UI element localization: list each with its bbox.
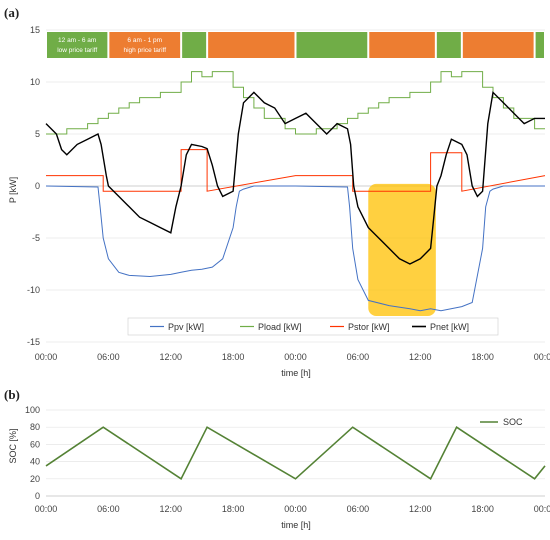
power-x-tick-label: 00:00	[284, 352, 307, 362]
power-legend-label: Pstor [kW]	[348, 322, 390, 332]
soc-x-tick-label: 18:00	[222, 504, 245, 514]
soc-x-tick-label: 00:00	[35, 504, 58, 514]
power-y-axis-label: P [kW]	[8, 177, 18, 203]
tariff-band	[109, 32, 181, 58]
soc-x-tick-label: 12:00	[409, 504, 432, 514]
tariff-band-time: 12 am - 6 am	[58, 37, 96, 44]
power-x-ticks: 00:00 06:00 12:00 18:00 00:00 06:00 12:00 18:00…	[35, 352, 550, 362]
power-series-line	[46, 149, 546, 192]
tariff-band-name: high price tariff	[124, 47, 167, 54]
soc-x-ticks: 00:00 06:00 12:00 18:00 00:00 06:00 12:00 18:00…	[35, 504, 550, 514]
soc-y-tick-label: 40	[30, 457, 40, 467]
power-legend-box	[127, 317, 499, 336]
soc-x-tick-label: 06:00	[347, 504, 370, 514]
power-y-tick-label: -15	[27, 337, 40, 347]
power-x-tick-label: 00:00	[534, 352, 550, 362]
power-x-axis-label: time [h]	[281, 368, 311, 378]
soc-legend-label: SOC	[503, 417, 523, 427]
tariff-band	[369, 32, 435, 58]
power-chart: (a) 12 am - 6 am low price tariff 6 am - 1…	[4, 5, 550, 378]
soc-x-axis-label: time [h]	[281, 520, 311, 530]
soc-x-tick-label: 12:00	[159, 504, 182, 514]
soc-y-tick-label: 0	[35, 491, 40, 501]
soc-series	[45, 426, 546, 480]
soc-chart-gridlines	[46, 409, 545, 497]
tariff-band	[208, 32, 295, 58]
tariff-band	[47, 32, 108, 58]
soc-y-tick-label: 20	[30, 474, 40, 484]
tariff-band	[462, 32, 534, 58]
power-x-tick-label: 06:00	[97, 352, 120, 362]
power-x-tick-label: 00:00	[35, 352, 58, 362]
soc-y-tick-label: 80	[30, 422, 40, 432]
soc-y-ticks: 100 80 60 40 20 0	[25, 405, 40, 501]
power-y-tick-label: 10	[30, 77, 40, 87]
power-legend-label: Pnet [kW]	[430, 322, 469, 332]
power-x-tick-label: 18:00	[471, 352, 494, 362]
power-y-tick-label: 5	[35, 129, 40, 139]
highlight-region	[368, 183, 436, 316]
soc-y-axis-label: SOC [%]	[8, 428, 18, 463]
soc-x-tick-label: 18:00	[471, 504, 494, 514]
power-y-tick-label: 15	[30, 25, 40, 35]
soc-x-tick-label: 00:00	[284, 504, 307, 514]
power-x-tick-label: 12:00	[159, 352, 182, 362]
tariff-band-time: 6 am - 1 pm	[127, 37, 162, 44]
power-y-tick-label: -10	[27, 285, 40, 295]
power-y-ticks: 15 10 5 0 -5 -10 -15	[27, 25, 40, 347]
power-x-tick-label: 12:00	[409, 352, 432, 362]
tariff-band	[182, 32, 207, 58]
power-y-tick-label: 0	[35, 181, 40, 191]
tariff-band	[436, 32, 461, 58]
soc-series-line	[45, 426, 546, 480]
soc-y-tick-label: 60	[30, 439, 40, 449]
tariff-bands: 12 am - 6 am low price tariff 6 am - 1 pm h…	[47, 32, 544, 58]
soc-y-tick-label: 100	[25, 405, 40, 415]
soc-x-tick-label: 00:00	[534, 504, 550, 514]
soc-legend: SOC	[480, 417, 523, 427]
panel-a-label: (a)	[4, 5, 19, 20]
power-series-line	[45, 90, 545, 265]
soc-x-tick-label: 06:00	[97, 504, 120, 514]
power-y-tick-label: -5	[32, 233, 40, 243]
power-series-line	[46, 71, 545, 135]
tariff-band	[296, 32, 368, 58]
power-legend-label: Pload [kW]	[258, 322, 302, 332]
power-series	[45, 71, 546, 312]
power-series-line	[45, 185, 545, 312]
power-x-tick-label: 18:00	[222, 352, 245, 362]
tariff-band-name: low price tariff	[57, 47, 97, 54]
power-legend: Ppv [kW] Pload [kW] Pstor [kW] Pnet [kW]	[127, 317, 499, 336]
power-x-tick-label: 06:00	[347, 352, 370, 362]
panel-b-label: (b)	[4, 387, 20, 402]
tariff-band	[535, 32, 544, 58]
power-legend-label: Ppv [kW]	[168, 322, 204, 332]
